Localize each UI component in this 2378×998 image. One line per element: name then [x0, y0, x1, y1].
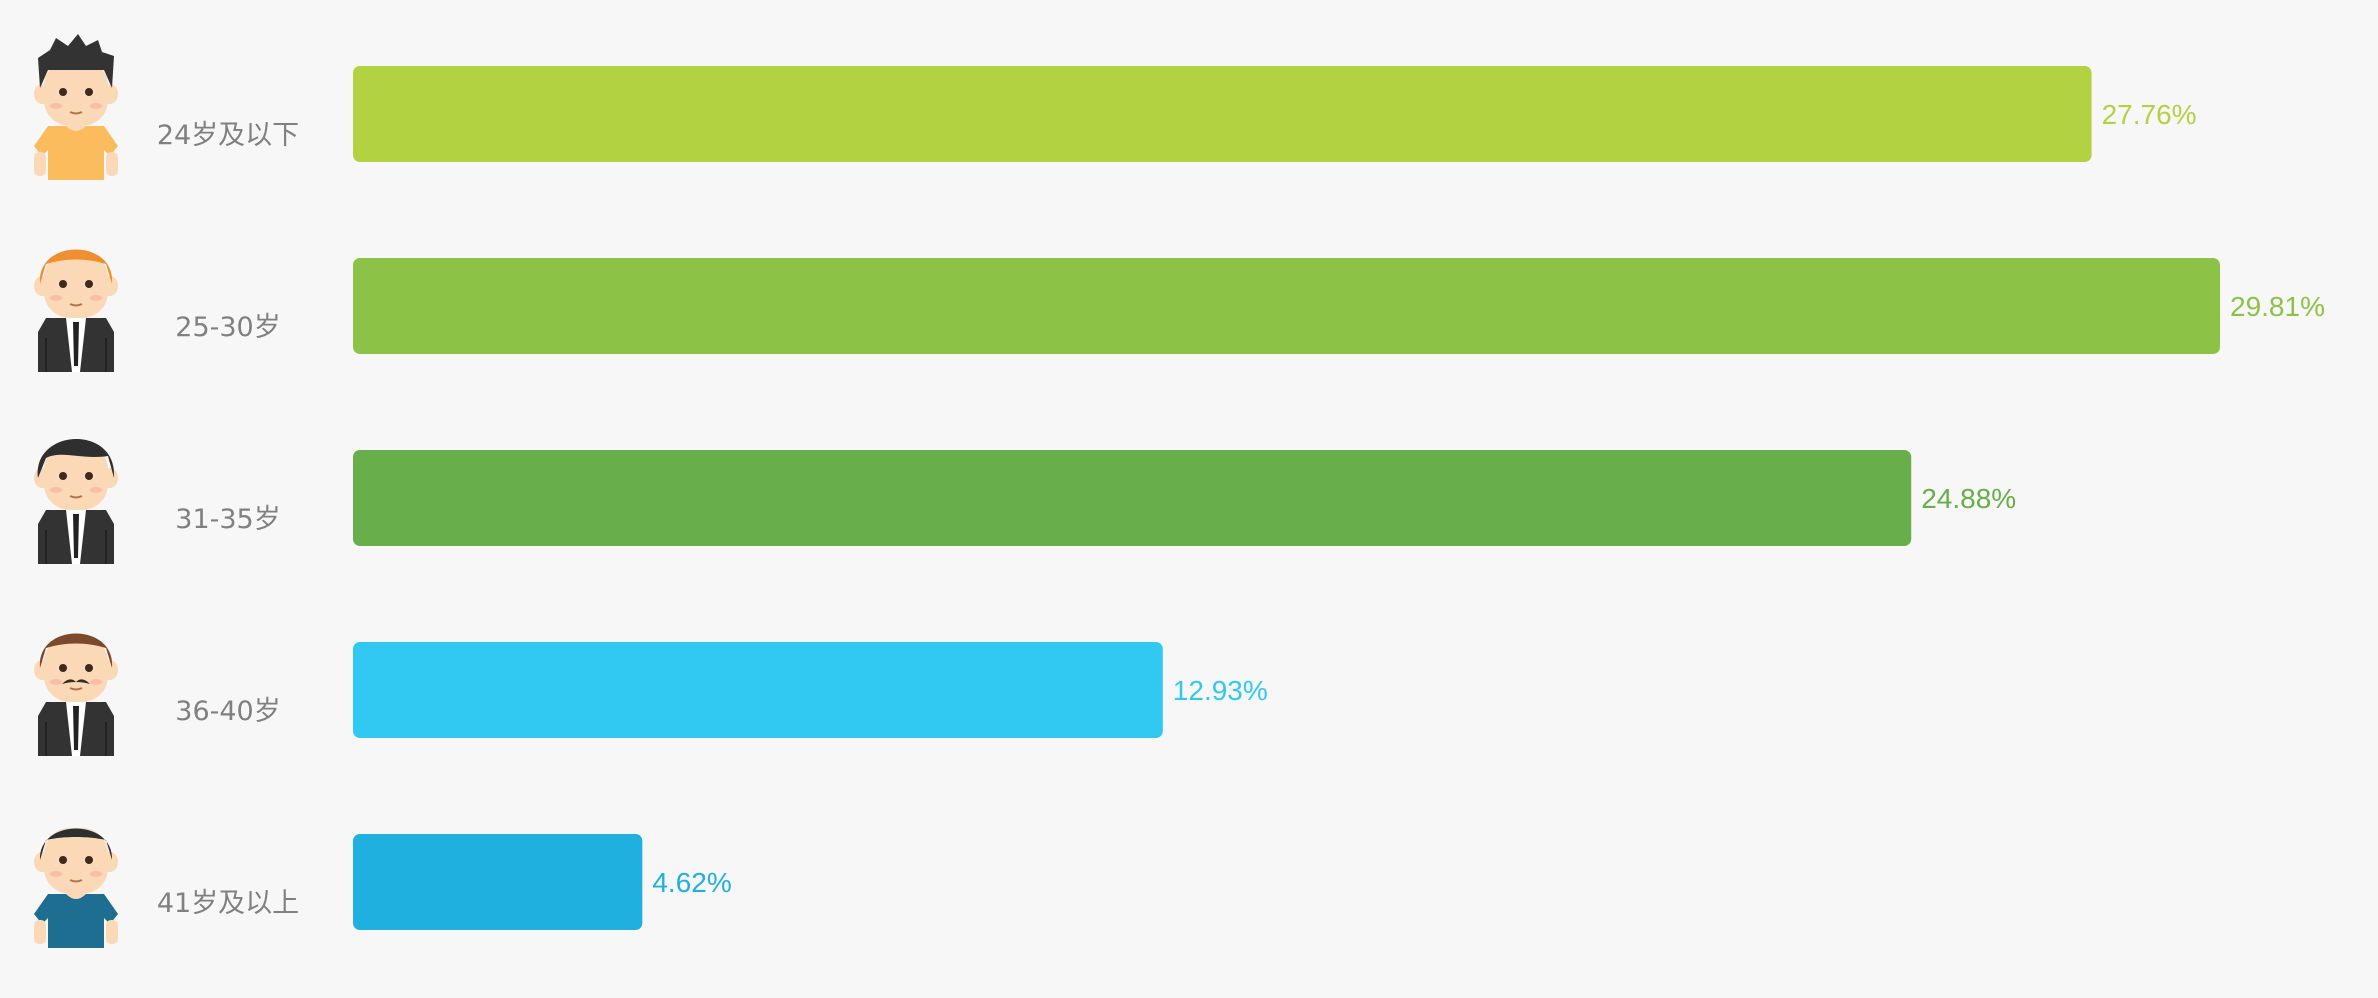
category-label: 25-30岁: [175, 312, 280, 343]
bar: [353, 450, 1912, 546]
bar: [353, 642, 1163, 738]
category-label: 31-35岁: [175, 504, 280, 535]
bar: [353, 834, 643, 930]
value-label: 24.88%: [1921, 483, 2016, 514]
value-label: 12.93%: [1173, 675, 1268, 706]
category-label: 41岁及以上: [157, 888, 299, 919]
bar: [353, 258, 2220, 354]
man-mustache-suit-icon: [34, 633, 118, 756]
category-label: 24岁及以下: [157, 120, 299, 151]
category-label: 36-40岁: [175, 696, 280, 727]
value-label: 4.62%: [652, 867, 731, 898]
value-label: 29.81%: [2230, 291, 2325, 322]
man-blue-shirt-icon: [34, 828, 118, 948]
value-label: 27.76%: [2102, 99, 2197, 130]
man-black-hair-suit-icon: [34, 438, 118, 564]
young-man-orange-shirt-icon: [34, 34, 118, 180]
bar: [353, 66, 2092, 162]
man-orange-hair-suit-icon: [34, 249, 118, 372]
